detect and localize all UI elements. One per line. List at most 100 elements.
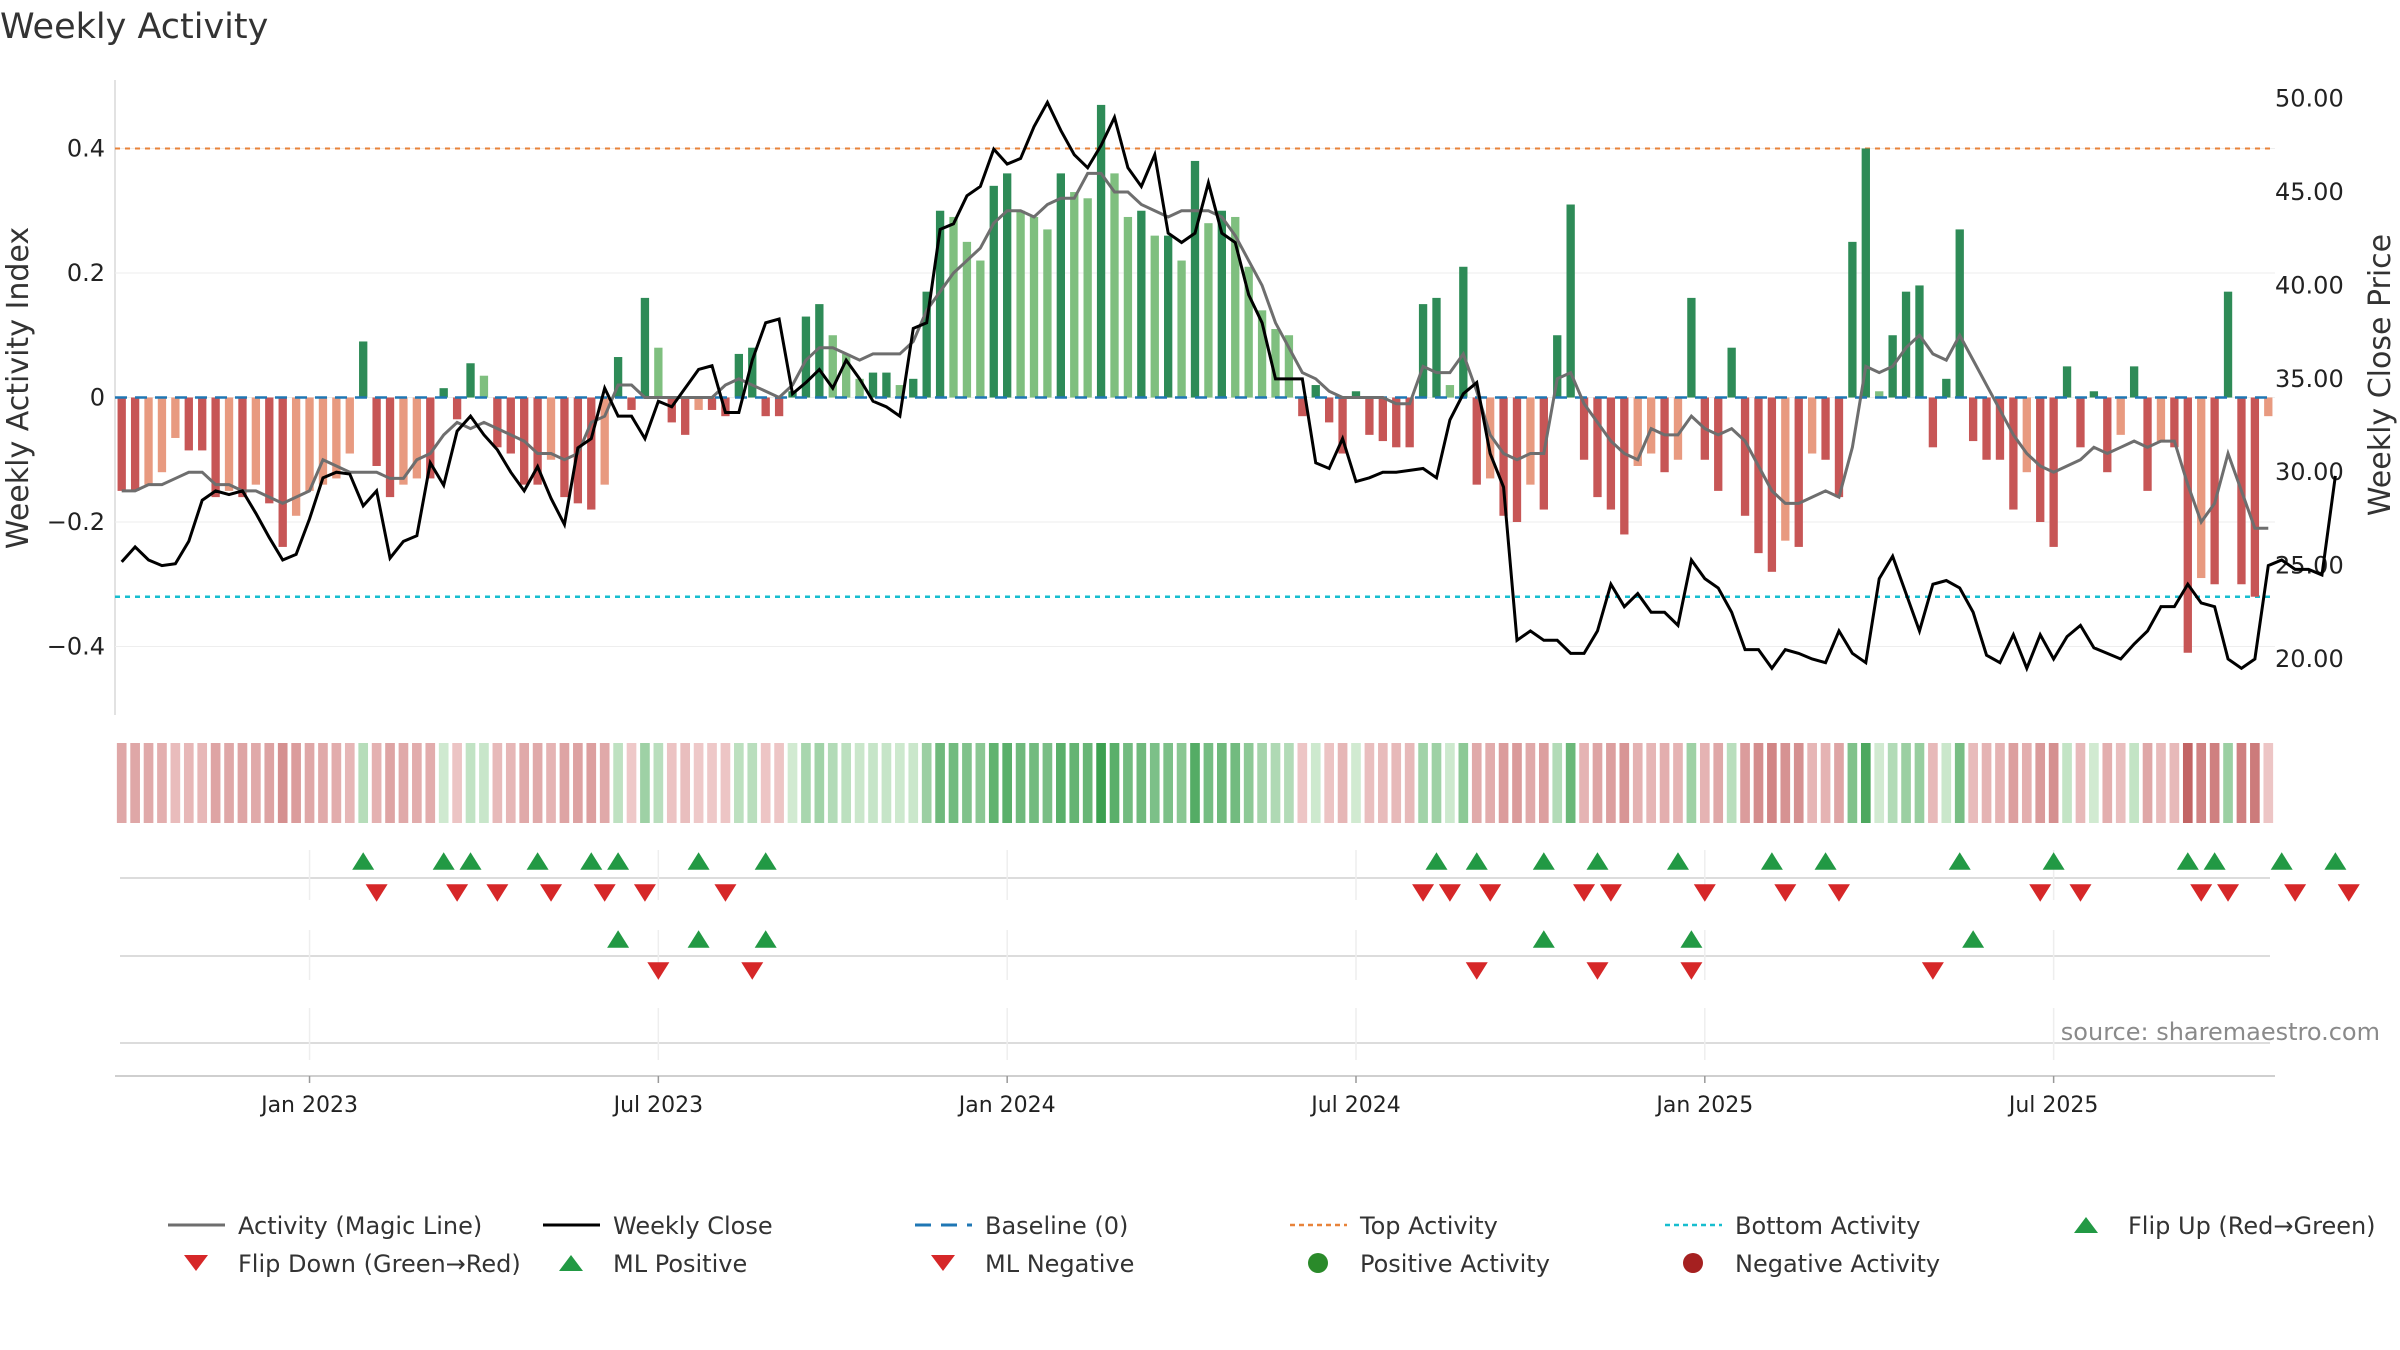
flip-down-marker xyxy=(486,884,509,902)
heat-cell xyxy=(438,743,449,823)
activity-bar xyxy=(1646,397,1656,454)
activity-bar xyxy=(922,291,931,398)
heat-cell xyxy=(1176,743,1187,823)
activity-bar xyxy=(426,397,435,479)
activity-bar xyxy=(1566,204,1575,398)
legend-swatch-flip-up xyxy=(2074,1217,2098,1233)
flip-up-marker xyxy=(352,852,375,870)
heat-cell xyxy=(2156,743,2166,823)
activity-bar xyxy=(2062,366,2072,398)
legend-item-magic: Activity (Magic Line) xyxy=(168,1212,482,1240)
heat-cell xyxy=(532,743,543,823)
flip-down-marker xyxy=(1573,884,1596,902)
heat-cell xyxy=(2048,743,2059,823)
flip-down-marker xyxy=(1599,884,1622,902)
legend-item-mlneg: ML Negative xyxy=(931,1250,1134,1278)
activity-bar xyxy=(1633,397,1642,466)
heat-cell xyxy=(1525,743,1536,823)
heat-cell xyxy=(2062,743,2072,823)
activity-bar xyxy=(412,397,422,479)
activity-bar xyxy=(2183,397,2192,653)
heat-cell xyxy=(1954,743,1965,823)
flip-up-marker xyxy=(2176,852,2199,870)
heat-cell xyxy=(720,743,731,823)
heat-cell xyxy=(1297,743,1308,823)
activity-bar xyxy=(224,397,234,491)
flip-down-marker xyxy=(2337,884,2360,902)
x-tick-label: Jul 2024 xyxy=(1309,1093,1401,1118)
activity-bar xyxy=(654,347,663,398)
ml-negative-marker xyxy=(1586,962,1609,980)
y2-tick-label: 40.00 xyxy=(2275,271,2344,299)
heat-cell xyxy=(734,743,744,823)
heat-cell xyxy=(2196,743,2207,823)
activity-bar xyxy=(640,297,650,398)
activity-bar xyxy=(1137,210,1146,398)
activity-bar xyxy=(1687,297,1696,398)
heat-cell xyxy=(573,743,583,823)
heat-cell xyxy=(908,743,919,823)
flip-down-marker xyxy=(2217,884,2240,902)
heat-cell xyxy=(1203,743,1214,823)
legend-label-mlpos: ML Positive xyxy=(613,1250,747,1278)
flip-down-marker xyxy=(1774,884,1797,902)
activity-bar xyxy=(1392,397,1401,448)
activity-bar xyxy=(748,347,757,398)
activity-bar xyxy=(2103,397,2112,473)
y2-tick-label: 45.00 xyxy=(2275,178,2344,206)
heat-cell xyxy=(881,743,892,823)
legend-label-bottom: Bottom Activity xyxy=(1735,1212,1920,1240)
ml-positive-marker xyxy=(1532,930,1555,948)
heat-cell xyxy=(1941,743,1952,823)
legend-label-close: Weekly Close xyxy=(613,1212,773,1240)
chart-legend: Activity (Magic Line) Weekly Close Baselin… xyxy=(168,1212,2376,1278)
activity-bar xyxy=(117,397,126,491)
activity-bar xyxy=(667,397,676,423)
heat-cell xyxy=(1391,743,1402,823)
flip-down-marker xyxy=(1412,884,1435,902)
activity-bar xyxy=(238,397,247,498)
flip-down-marker xyxy=(1693,884,1716,902)
heat-cell xyxy=(2035,743,2046,823)
x-axis: Jan 2023 Jul 2023 Jan 2024 Jul 2024 Jan 2025… xyxy=(259,1076,2098,1118)
legend-item-baseline: Baseline (0) xyxy=(915,1212,1128,1240)
activity-bar xyxy=(2210,397,2219,585)
ml-negative-marker xyxy=(1680,962,1703,980)
heat-cell xyxy=(1659,743,1670,823)
heat-cell xyxy=(197,743,208,823)
heat-cell xyxy=(962,743,972,823)
activity-bar xyxy=(1767,397,1777,572)
activity-bar xyxy=(681,397,690,435)
y2-tick-label: 20.00 xyxy=(2275,645,2344,673)
heat-cell xyxy=(1726,743,1737,823)
heat-cell xyxy=(1673,743,1683,823)
heat-cell xyxy=(157,743,167,823)
activity-bar xyxy=(1499,397,1508,516)
activity-bar xyxy=(2089,391,2099,398)
activity-bar xyxy=(1861,148,1870,398)
legend-label-posact: Positive Activity xyxy=(1360,1250,1550,1278)
heat-cell xyxy=(1082,743,1093,823)
ml-positive-marker xyxy=(607,930,630,948)
heat-cell xyxy=(1163,743,1173,823)
activity-bar xyxy=(1003,173,1012,398)
activity-bar xyxy=(815,304,824,398)
flip-up-marker xyxy=(1532,852,1555,870)
ml-negative-marker xyxy=(1921,962,1944,980)
heat-cell xyxy=(116,743,127,823)
activity-bar xyxy=(1043,229,1052,398)
heat-cell xyxy=(1968,743,1978,823)
heat-cell xyxy=(479,743,489,823)
activity-bar xyxy=(1150,235,1159,398)
legend-label-flipdown: Flip Down (Green→Red) xyxy=(238,1250,521,1278)
heat-cell xyxy=(1310,743,1321,823)
heat-cell xyxy=(371,743,382,823)
heat-cell xyxy=(210,743,221,823)
legend-swatch-positive-activity xyxy=(1308,1253,1328,1273)
flip-up-marker xyxy=(2042,852,2065,870)
heat-cell xyxy=(2223,743,2233,823)
legend-label-flipup: Flip Up (Red→Green) xyxy=(2128,1212,2376,1240)
heat-cell xyxy=(2115,743,2126,823)
activity-bar xyxy=(855,378,864,398)
